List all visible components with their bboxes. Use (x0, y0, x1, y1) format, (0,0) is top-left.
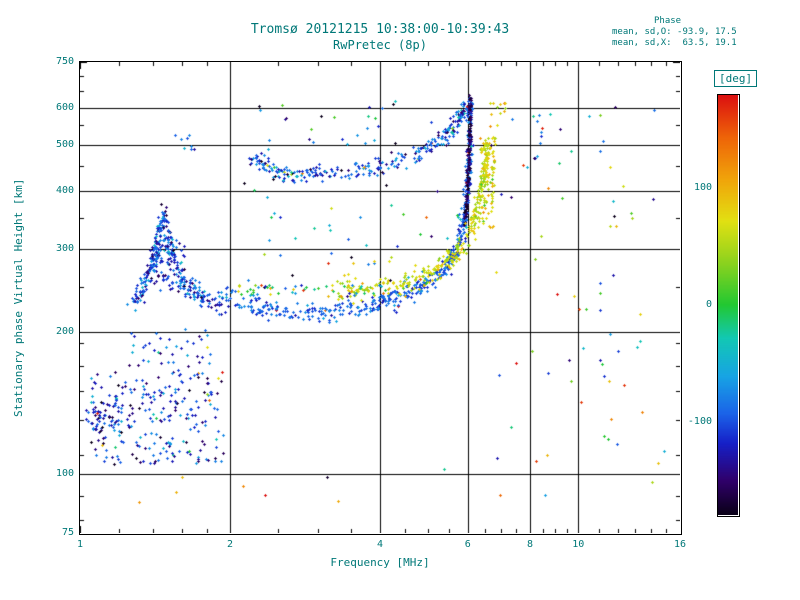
x-tick-label-1: 1 (76, 539, 84, 550)
phase-stats-x-mode: mean, sd,X: 63.5, 19.1 (612, 38, 737, 48)
x-tick-label-10: 10 (572, 539, 585, 550)
colorbar-tick-label--100: -100 (687, 415, 712, 427)
y-axis-label: Stationary phase Virtual Height [km] (12, 178, 25, 417)
y-tick-label-100: 100 (55, 468, 74, 480)
x-tick-label-4: 4 (376, 539, 384, 550)
plot-frame (79, 61, 682, 535)
x-tick-label-2: 2 (226, 539, 234, 550)
y-tick-label-75: 75 (61, 527, 74, 538)
x-tick-label-6: 6 (464, 539, 471, 550)
y-tick-label-300: 300 (55, 243, 74, 255)
y-tick-label-600: 600 (55, 101, 74, 113)
colorbar-unit-label: [deg] (714, 70, 758, 87)
phase-stats-o-mode: mean, sd,O: -93.9, 17.5 (612, 27, 737, 37)
y-tick-label-750: 750 (55, 56, 74, 67)
colorbar-frame (717, 94, 740, 517)
y-tick-label-400: 400 (55, 184, 74, 196)
x-tick-label-16: 16 (673, 539, 687, 550)
y-tick-label-500: 500 (55, 138, 74, 150)
chart-title: Tromsø 20121215 10:38:00-10:39:43 (250, 22, 510, 37)
colorbar-gradient (718, 95, 738, 515)
phase-stats-header: Phase (654, 16, 682, 26)
scatter-plot-canvas (80, 62, 680, 533)
colorbar-tick-label-100: 100 (693, 182, 712, 194)
y-tick-label-200: 200 (55, 326, 74, 338)
x-tick-label-8: 8 (526, 539, 534, 550)
colorbar-tick-label-0: 0 (705, 299, 712, 310)
chart-subtitle: RwPretec (8p) (333, 38, 427, 52)
phase-stats: Phase mean, sd,O: -93.9, 17.5 mean, sd,X… (612, 16, 737, 49)
x-axis-label: Frequency [MHz] (330, 556, 430, 569)
